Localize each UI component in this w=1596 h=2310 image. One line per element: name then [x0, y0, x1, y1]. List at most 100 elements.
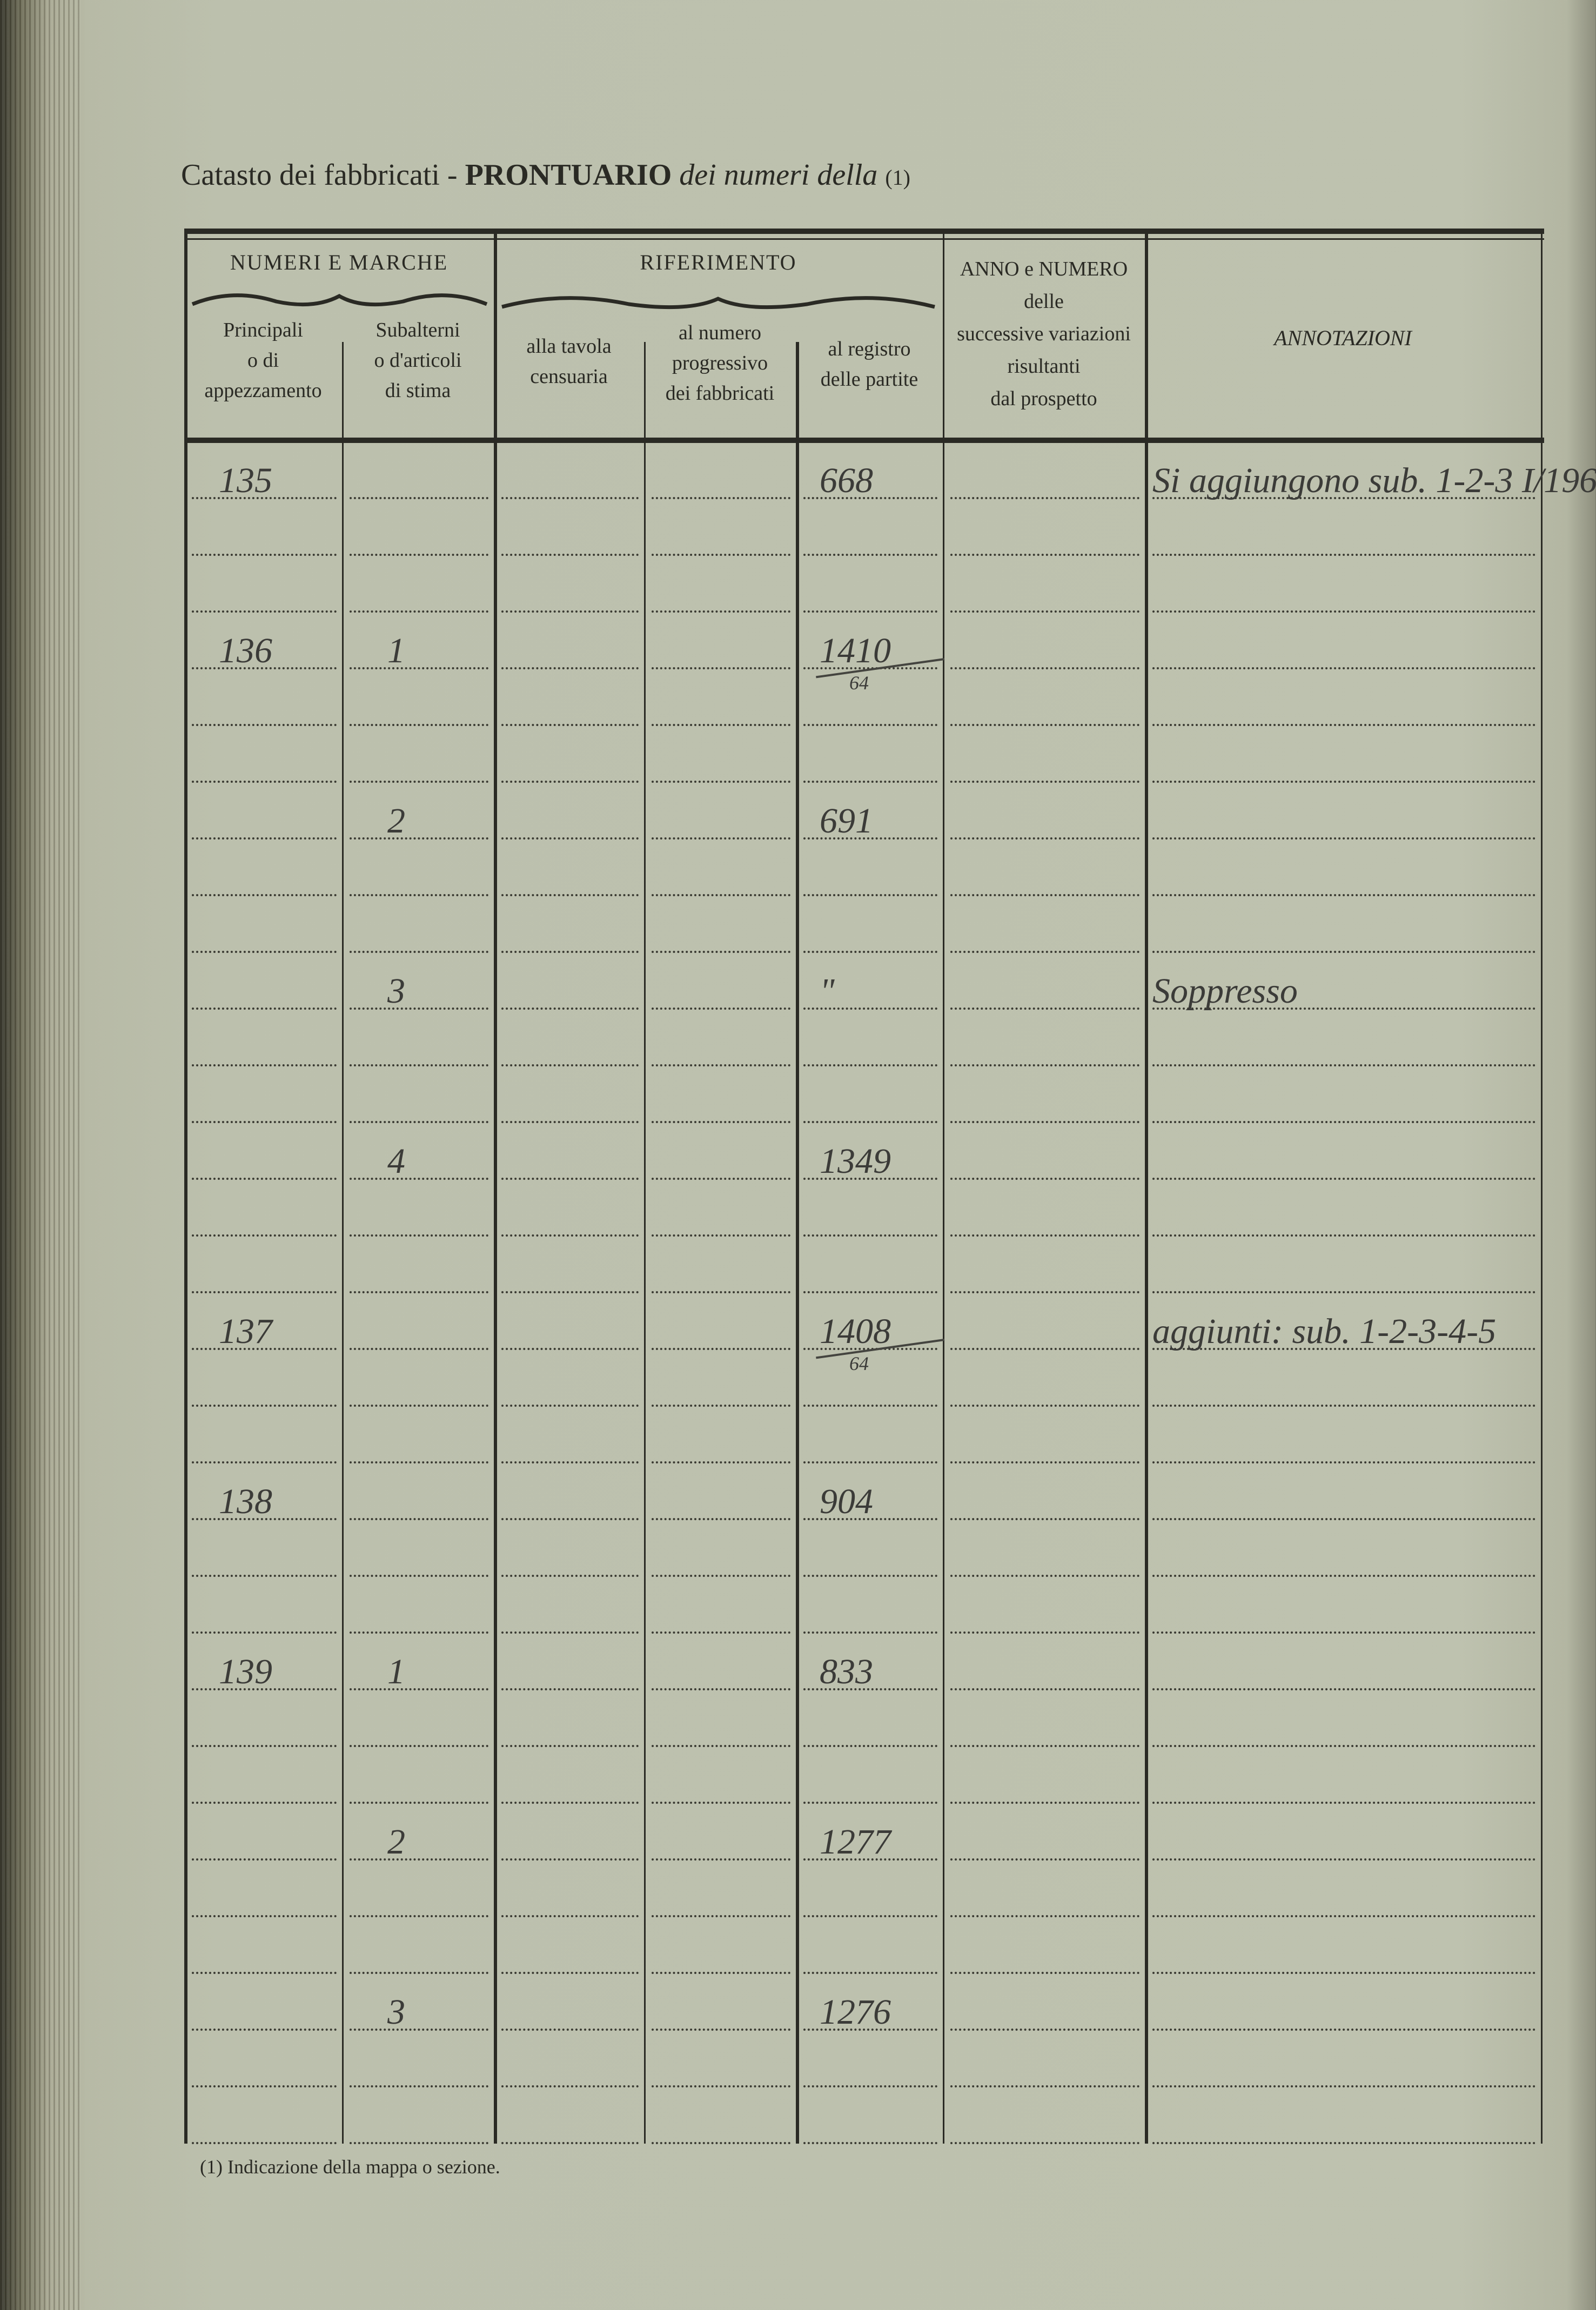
handwritten-registro-denominator: 64	[849, 1353, 869, 1374]
table-row	[184, 1010, 1544, 1067]
table-cell	[501, 1975, 639, 2031]
table-cell	[803, 840, 937, 896]
table-cell	[950, 443, 1139, 499]
table-cell	[350, 1407, 488, 1463]
table-cell: 1277	[803, 1804, 937, 1862]
table-cell	[350, 1521, 488, 1577]
table-cell	[1152, 500, 1535, 556]
table-cell	[192, 2031, 337, 2087]
table-cell	[350, 1464, 488, 1520]
table-cell: Soppresso	[1152, 953, 1535, 1011]
table-cell	[652, 1407, 790, 1463]
table-row: 139 1 833	[184, 1634, 1544, 1691]
table-cell	[501, 1237, 639, 1293]
table-cell: aggiunti: sub. 1-2-3-4-5	[1152, 1294, 1535, 1351]
divider	[1541, 234, 1543, 2144]
handwritten-principale: 139	[219, 1652, 272, 1691]
table-cell	[652, 1975, 790, 2031]
table-cell: 139	[192, 1634, 337, 1691]
handwritten-subalterno: 4	[387, 1141, 405, 1181]
handwritten-registro-denominator: 64	[849, 672, 869, 694]
table-cell	[1152, 1067, 1535, 1123]
table-cell	[1152, 1804, 1535, 1861]
table-cell	[192, 1975, 337, 2031]
table-cell	[950, 1124, 1139, 1180]
table-cell	[501, 1407, 639, 1463]
table-cell	[501, 2031, 639, 2087]
table-row: 2 691	[184, 783, 1544, 841]
table-cell	[652, 2088, 790, 2144]
table-cell	[1152, 1124, 1535, 1180]
table-cell	[652, 953, 790, 1010]
table-cell	[652, 1067, 790, 1123]
table-row	[184, 840, 1544, 897]
table-cell	[1152, 1351, 1535, 1407]
handwritten-registro: 691	[820, 801, 873, 841]
table-cell	[1152, 1180, 1535, 1237]
table-cell	[192, 556, 337, 613]
table-cell	[501, 1010, 639, 1066]
table-cell: 1276	[803, 1975, 937, 2032]
table-cell	[652, 1748, 790, 1804]
table-cell	[1152, 613, 1535, 669]
table-cell	[950, 840, 1139, 896]
table-cell	[350, 670, 488, 726]
divider	[184, 234, 187, 2144]
table-cell	[950, 1407, 1139, 1463]
table-cell	[803, 1521, 937, 1577]
table-cell	[501, 953, 639, 1010]
table-cell	[192, 1067, 337, 1123]
table-cell	[803, 1351, 937, 1407]
table-cell	[652, 670, 790, 726]
table-cell	[803, 897, 937, 953]
table-cell	[803, 1237, 937, 1293]
divider	[342, 342, 344, 2144]
handwritten-subalterno: 2	[387, 801, 405, 841]
divider	[943, 234, 944, 2144]
table-cell	[192, 1861, 337, 1917]
table-cell	[192, 1918, 337, 1974]
table-cell	[192, 897, 337, 953]
table-cell	[1152, 1521, 1535, 1577]
table-cell: 2	[350, 1804, 488, 1862]
table-cell	[803, 1067, 937, 1123]
table-cell: 833	[803, 1634, 937, 1691]
divider	[494, 234, 497, 2144]
table-cell	[803, 1748, 937, 1804]
table-cell	[192, 1748, 337, 1804]
table-cell	[501, 500, 639, 556]
table-cell	[652, 1804, 790, 1861]
table-cell	[950, 2088, 1139, 2144]
table-cell	[350, 1748, 488, 1804]
header-annotazioni: ANNOTAZIONI	[1274, 326, 1412, 350]
header-rule	[184, 438, 1544, 443]
table-cell	[501, 1180, 639, 1237]
table-row: 3 " Soppresso	[184, 953, 1544, 1011]
table-cell	[950, 1918, 1139, 1974]
handwritten-principale: 138	[219, 1482, 272, 1521]
table-row	[184, 1407, 1544, 1464]
table-cell	[950, 897, 1139, 953]
table-cell	[950, 500, 1139, 556]
table-cell	[803, 670, 937, 726]
table-cell	[950, 613, 1139, 669]
table-cell: "	[803, 953, 937, 1011]
table-cell	[652, 1918, 790, 1974]
table-cell	[950, 1521, 1139, 1577]
table-row	[184, 500, 1544, 556]
table-body: 135 668 Si aggiungono sub. 1-2-3 I/1966 136…	[184, 443, 1596, 2145]
table-cell	[501, 2088, 639, 2144]
table-cell	[501, 727, 639, 783]
table-cell	[350, 1861, 488, 1917]
table-cell: 1349	[803, 1124, 937, 1181]
table-cell	[350, 443, 488, 499]
table-cell: 1408 64	[803, 1294, 945, 1374]
table-cell: 138	[192, 1464, 337, 1521]
table-cell	[803, 1180, 937, 1237]
table-row	[184, 1180, 1544, 1237]
footnote: (1) Indicazione della mappa o sezione.	[200, 2156, 500, 2178]
table-cell	[652, 1010, 790, 1066]
table-cell	[501, 1691, 639, 1747]
table-row	[184, 1067, 1544, 1124]
title-italic: dei numeri della	[672, 158, 886, 192]
